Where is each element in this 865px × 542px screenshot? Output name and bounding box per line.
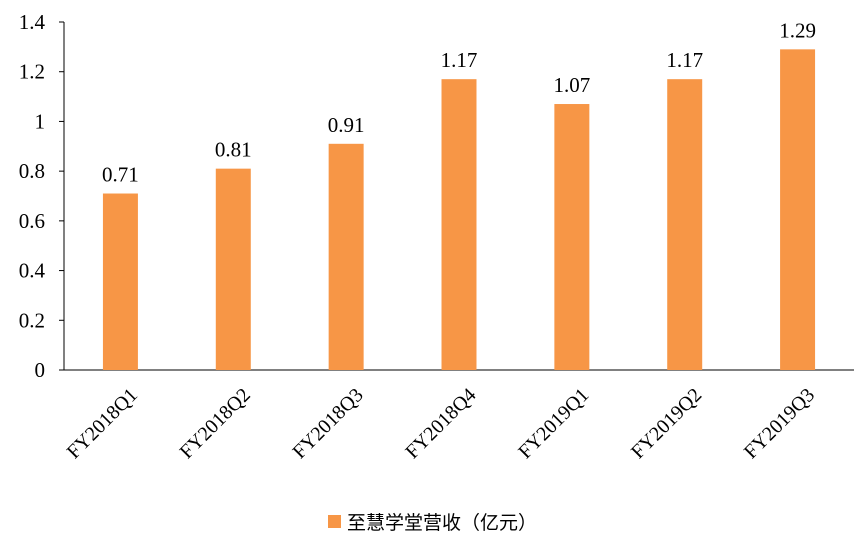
x-tick-label: FY2018Q3 <box>288 384 367 463</box>
legend-label: 至慧学堂营收（亿元） <box>346 512 537 534</box>
bar <box>215 168 251 370</box>
data-label: 0.91 <box>328 113 365 137</box>
y-tick-label: 0.6 <box>19 209 45 233</box>
bar <box>328 143 364 370</box>
data-label: 1.29 <box>779 18 816 42</box>
data-label: 1.17 <box>441 48 478 72</box>
x-tick-label: FY2018Q2 <box>176 384 255 463</box>
data-label: 0.81 <box>215 138 252 162</box>
y-tick-label: 1 <box>35 109 46 133</box>
bar <box>780 49 816 370</box>
x-tick-label: FY2019Q3 <box>740 384 819 463</box>
data-label: 1.07 <box>553 73 590 97</box>
x-tick-label: FY2018Q1 <box>63 384 142 463</box>
legend-swatch <box>327 515 341 528</box>
bar <box>102 193 138 370</box>
y-tick-label: 0.2 <box>19 308 45 332</box>
y-tick-label: 1.2 <box>19 60 45 84</box>
y-tick-label: 0.4 <box>19 259 46 283</box>
data-label: 1.17 <box>666 48 703 72</box>
y-tick-label: 0 <box>35 358 46 382</box>
data-label: 0.71 <box>102 163 139 187</box>
x-tick-label: FY2018Q4 <box>401 384 480 463</box>
bar <box>441 79 477 371</box>
bar <box>667 79 703 371</box>
bar <box>554 104 590 371</box>
y-tick-label: 1.4 <box>19 10 46 34</box>
y-tick-label: 0.8 <box>19 159 45 183</box>
x-tick-label: FY2019Q1 <box>514 384 593 463</box>
legend: 至慧学堂营收（亿元） <box>0 508 865 535</box>
x-tick-label: FY2019Q2 <box>627 384 706 463</box>
